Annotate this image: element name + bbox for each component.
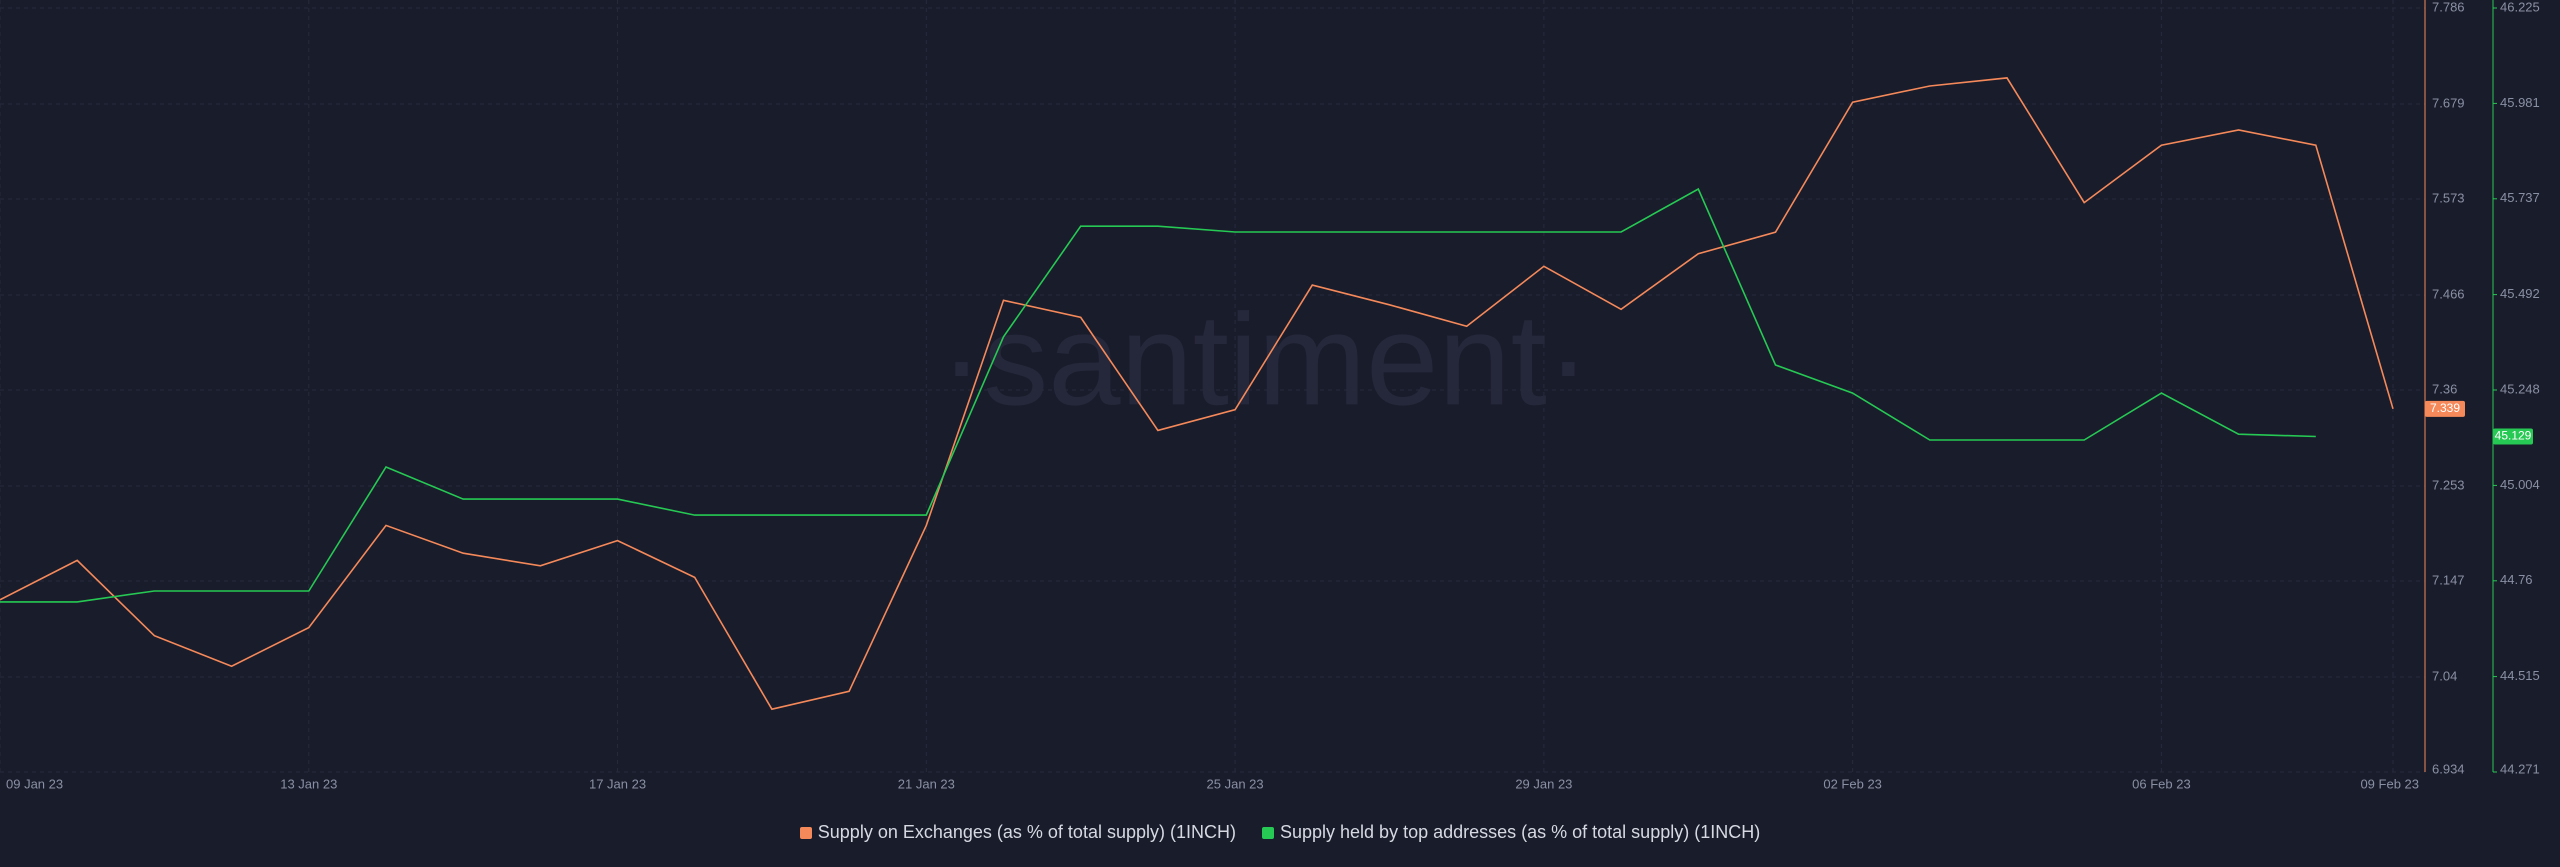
x-tick-label: 21 Jan 23: [898, 776, 955, 791]
y2-tick-label: 45.737: [2500, 190, 2540, 205]
last-value-badge: [2425, 400, 2465, 417]
x-tick-label: 13 Jan 23: [280, 776, 337, 791]
legend-swatch: [799, 826, 812, 839]
y-tick-label: 7.786: [2432, 0, 2465, 14]
y-tick-label: 7.679: [2432, 95, 2465, 110]
y2-tick-label: 44.271: [2500, 761, 2540, 776]
y2-tick-label: 44.515: [2500, 668, 2540, 683]
x-tick-label: 02 Feb 23: [1823, 776, 1882, 791]
legend-item[interactable]: Supply held by top addresses (as % of to…: [1261, 822, 1761, 843]
y2-tick-label: 45.981: [2500, 95, 2540, 110]
last-value-label: 7.339: [2430, 401, 2460, 415]
legend-swatch: [1261, 826, 1274, 839]
y2-tick-label: 45.004: [2500, 477, 2540, 492]
y-tick-label: 7.466: [2432, 286, 2465, 301]
x-tick-label: 29 Jan 23: [1515, 776, 1572, 791]
legend: Supply on Exchanges (as % of total suppl…: [0, 822, 2560, 843]
y-tick-label: 7.253: [2432, 477, 2465, 492]
x-tick-label: 25 Jan 23: [1207, 776, 1264, 791]
x-tick-label: 17 Jan 23: [589, 776, 646, 791]
y2-tick-label: 45.492: [2500, 286, 2540, 301]
y2-tick-label: 45.248: [2500, 381, 2540, 396]
y-tick-label: 6.934: [2432, 761, 2465, 776]
y-tick-label: 7.04: [2432, 668, 2457, 683]
legend-label: Supply held by top addresses (as % of to…: [1279, 822, 1761, 842]
y-tick-label: 7.573: [2432, 190, 2465, 205]
x-tick-label: 09 Jan 23: [6, 776, 63, 791]
last-value-badge: [2493, 428, 2533, 445]
series-line: [0, 77, 2394, 711]
y2-tick-label: 46.225: [2500, 0, 2540, 14]
x-tick-label: 06 Feb 23: [2132, 776, 2191, 791]
legend-label: Supply on Exchanges (as % of total suppl…: [817, 822, 1236, 842]
chart: ·santiment· 6.9347.047.1477.2537.367.466…: [0, 0, 2540, 791]
last-value-label: 45.129: [2495, 429, 2532, 443]
series-line: [0, 187, 2316, 603]
y-tick-label: 7.147: [2432, 572, 2465, 587]
y-tick-label: 7.36: [2432, 381, 2457, 396]
y2-tick-label: 44.76: [2500, 572, 2533, 587]
legend-item[interactable]: Supply on Exchanges (as % of total suppl…: [799, 822, 1236, 843]
x-tick-label: 09 Feb 23: [2360, 776, 2419, 791]
